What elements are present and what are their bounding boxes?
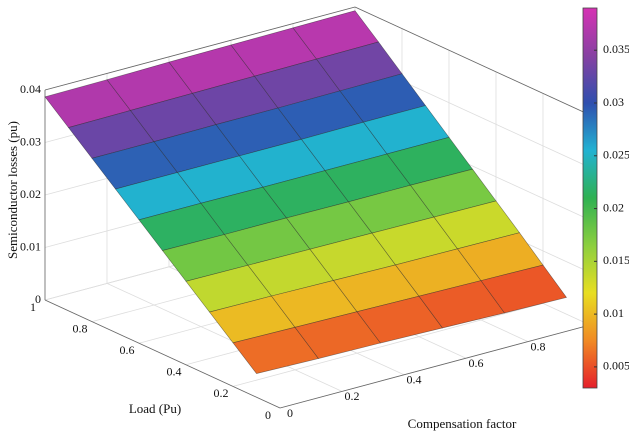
y-axis-label: Load (Pu): [129, 401, 181, 416]
colorbar-tick-label: 0.02: [603, 200, 624, 214]
axis-edge: [354, 6, 591, 116]
z-axis-label: Semiconductor losses (pu): [5, 121, 20, 259]
colorbar-tick-label: 0.005: [603, 359, 629, 373]
colorbar-tick-label: 0.03: [603, 95, 624, 109]
x-axis-label: Compensation factor: [408, 416, 517, 431]
z-tick-label: 0: [35, 292, 41, 306]
x-tick-label: 0.4: [407, 373, 422, 387]
axis-edge: [279, 324, 591, 409]
colorbar-tick-label: 0.035: [603, 42, 629, 56]
colorbar-tick-label: 0.01: [603, 306, 624, 320]
grid-line: [106, 283, 343, 392]
surface-patch: [480, 264, 568, 314]
colorbar-tick-label: 0.015: [603, 253, 629, 267]
z-tick-label: 0.04: [20, 82, 41, 96]
x-tick-label: 0.6: [469, 356, 484, 370]
z-tick-label: 0.03: [20, 134, 41, 148]
y-tick-label: 0.6: [120, 343, 135, 357]
colorbar-tick-label: 0.025: [603, 148, 629, 162]
x-tick-label: 0.2: [345, 389, 360, 403]
y-tick-label: 0.2: [214, 386, 229, 400]
z-tick-label: 0.01: [20, 239, 41, 253]
axis-edge: [44, 299, 281, 409]
y-tick-label: 1: [30, 300, 36, 314]
colorbar: [582, 7, 598, 389]
y-tick-label: 0.4: [167, 365, 182, 379]
y-tick-label: 0: [265, 408, 271, 422]
axis-edge: [44, 6, 356, 91]
z-tick-label: 0.02: [20, 187, 41, 201]
grid-line: [232, 303, 544, 387]
x-tick-label: 0.8: [531, 339, 546, 353]
x-tick-label: 0: [287, 406, 293, 420]
y-tick-label: 0.8: [73, 321, 88, 335]
